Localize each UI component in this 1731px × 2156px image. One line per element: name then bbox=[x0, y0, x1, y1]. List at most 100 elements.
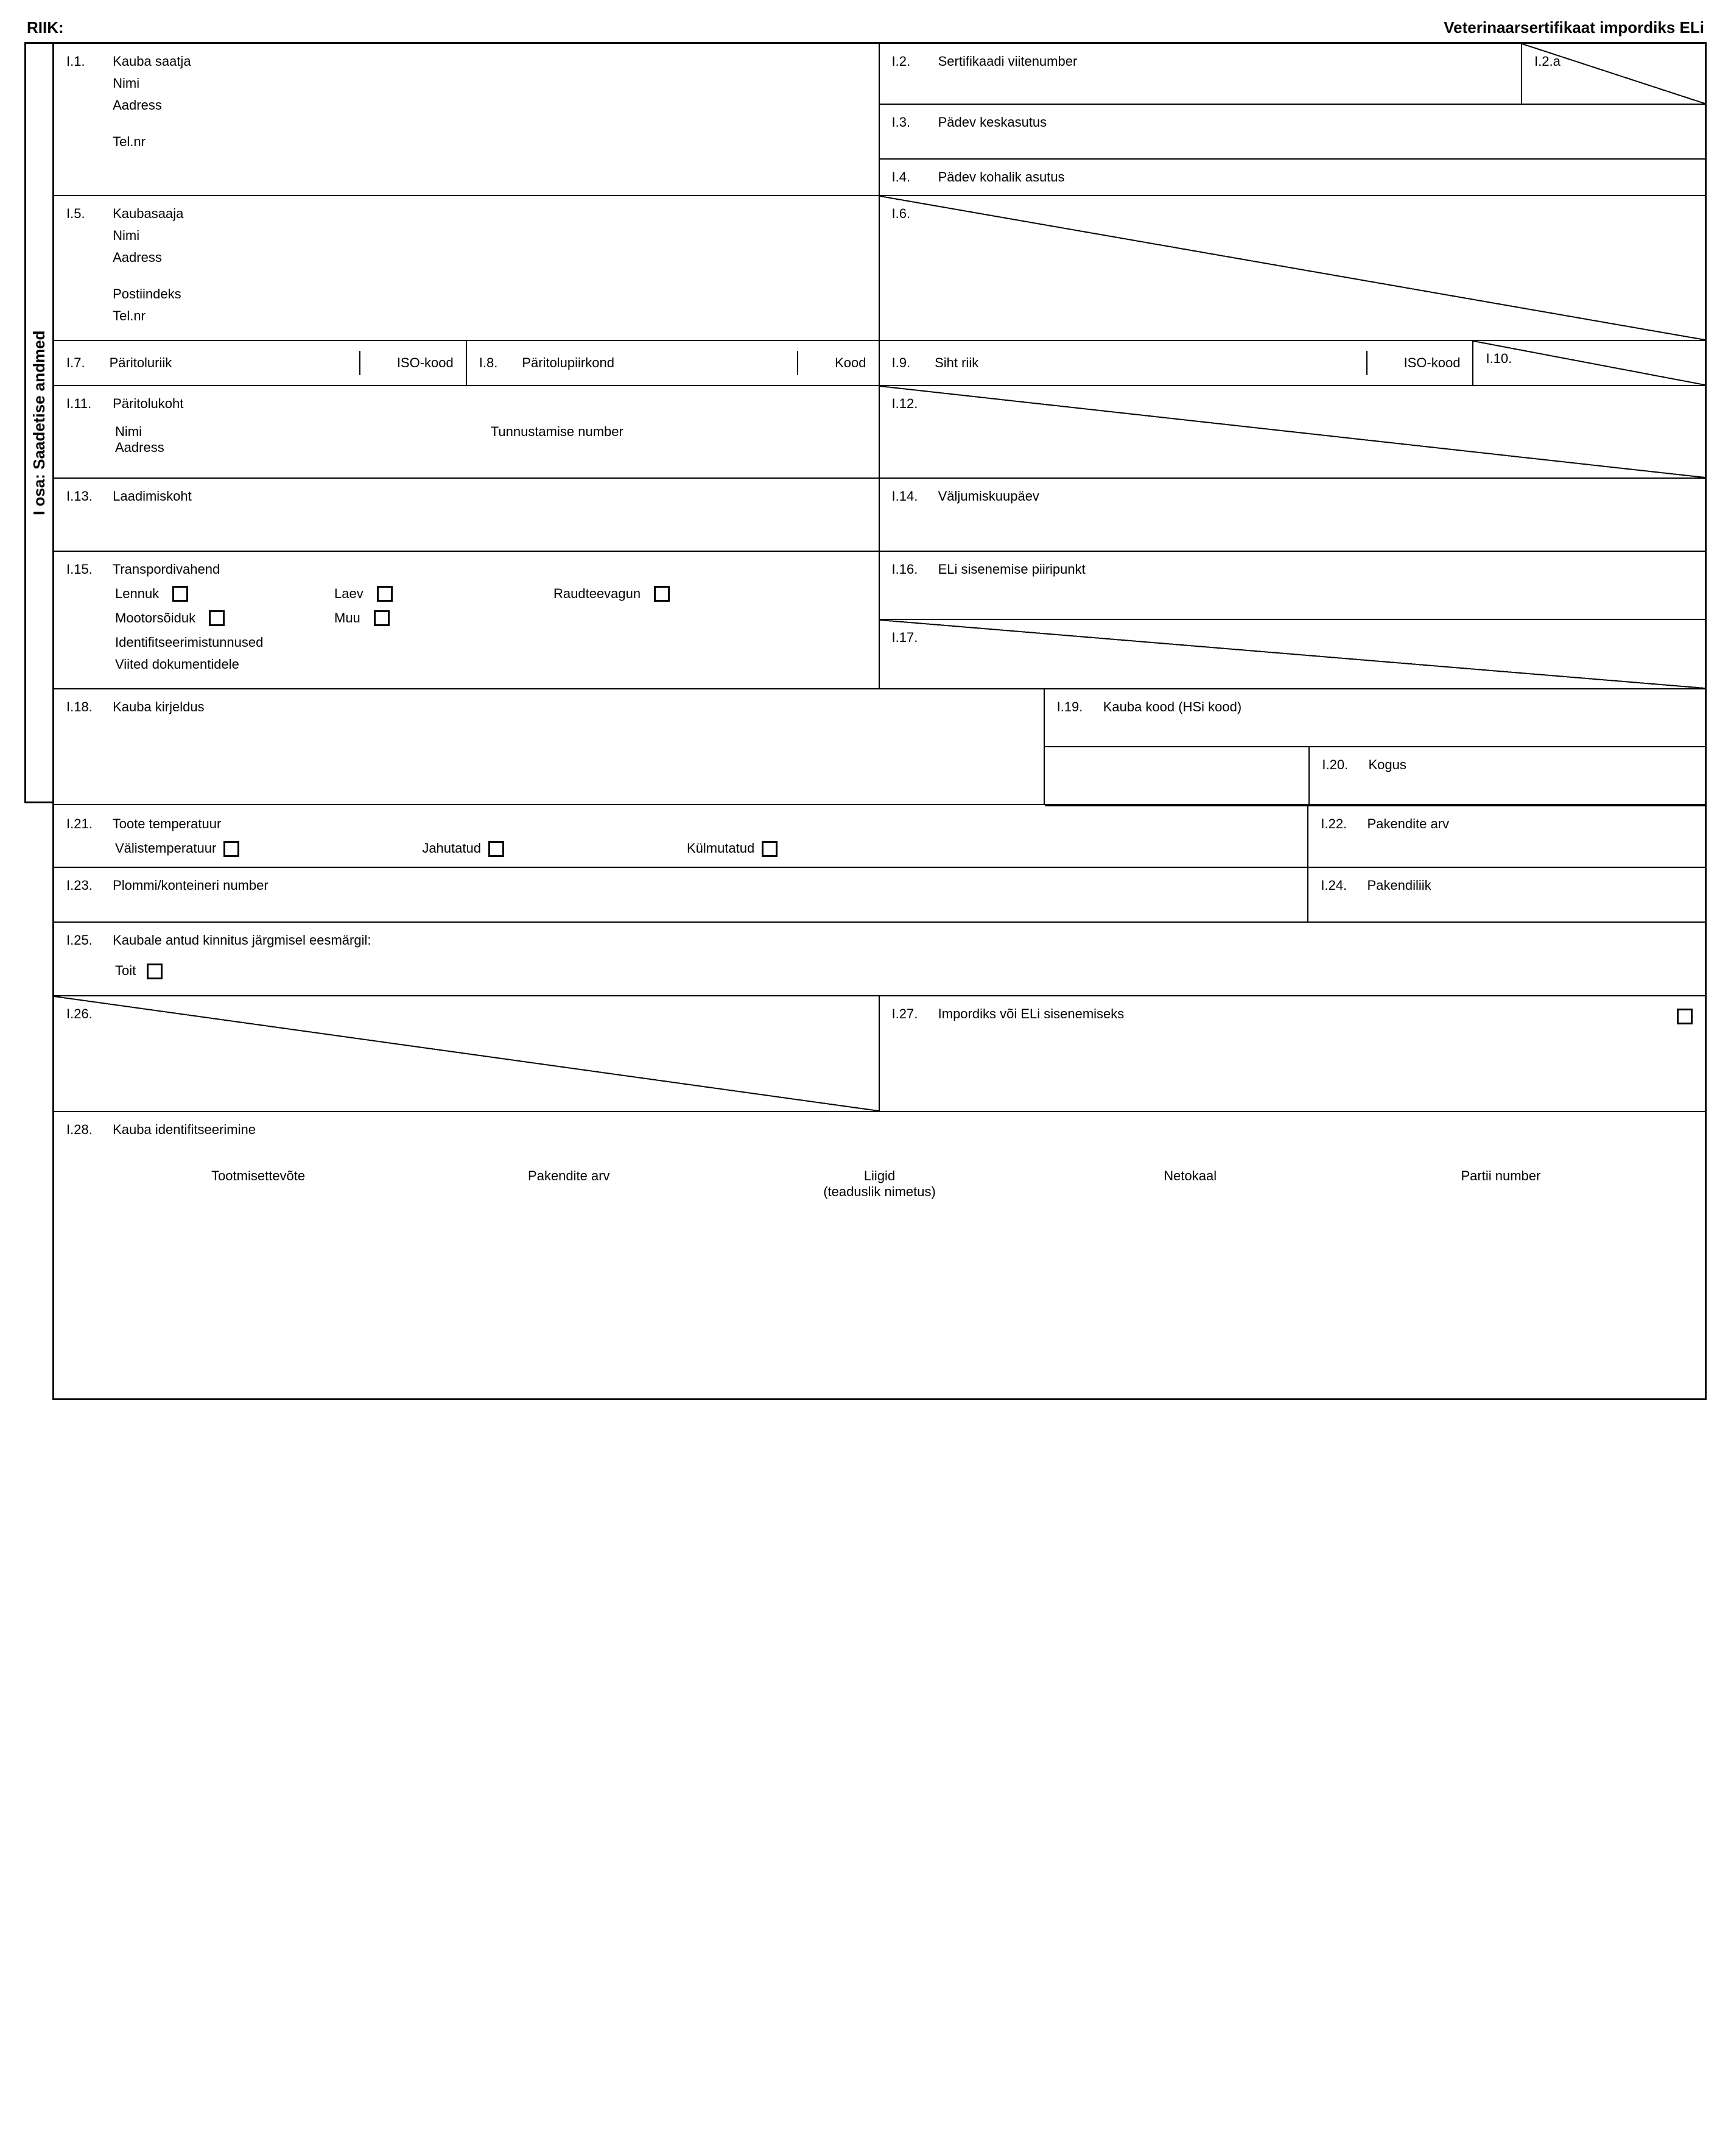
header-title: Veterinaarsertifikaat impordiks ELi bbox=[1444, 18, 1704, 37]
box-i20: I.20. Kogus bbox=[1308, 747, 1705, 805]
i15-ident: Identifitseerimistunnused bbox=[115, 635, 866, 650]
i4-title: Pädev kohalik asutus bbox=[938, 169, 1065, 185]
i20-num: I.20. bbox=[1322, 757, 1364, 773]
i11-title: Päritolukoht bbox=[113, 396, 183, 411]
i10-num: I.10. bbox=[1486, 351, 1512, 366]
i1-addr: Aadress bbox=[113, 97, 191, 113]
box-i17: I.17. bbox=[880, 620, 1705, 688]
box-i19: I.19. Kauba kood (HSi kood) bbox=[1045, 689, 1705, 747]
i15-rail: Raudteevagun bbox=[553, 586, 641, 602]
box-i18: I.18. Kauba kirjeldus bbox=[54, 689, 1045, 805]
i3-num: I.3. bbox=[892, 114, 935, 130]
i7-iso: ISO-kood bbox=[385, 355, 466, 371]
i8-num: I.8. bbox=[467, 355, 510, 371]
i21-num: I.21. bbox=[66, 816, 109, 832]
checkbox-other[interactable] bbox=[374, 610, 390, 626]
checkbox-rail[interactable] bbox=[654, 586, 670, 602]
box-i3: I.3. Pädev keskasutus bbox=[880, 105, 1705, 160]
box-i16-17-group: I.16. ELi sisenemise piiripunkt I.17. bbox=[880, 552, 1705, 689]
i21-amb: Välistemperatuur bbox=[115, 840, 216, 856]
box-i9: I.9. Siht riik ISO-kood bbox=[880, 341, 1474, 386]
i12-num: I.12. bbox=[892, 396, 935, 412]
i22-title: Pakendite arv bbox=[1367, 816, 1449, 831]
divider bbox=[1366, 351, 1392, 375]
certificate-form: I.1. Kauba saatja Nimi Aadress Tel.nr I.… bbox=[52, 42, 1707, 1400]
i6-num: I.6. bbox=[892, 206, 935, 222]
i18-num: I.18. bbox=[66, 699, 109, 715]
i8-title: Päritolupiirkond bbox=[510, 355, 797, 371]
box-i10: I.10. bbox=[1473, 341, 1705, 386]
i4-num: I.4. bbox=[892, 169, 935, 185]
box-i5: I.5. Kaubasaaja Nimi Aadress Postiindeks… bbox=[54, 196, 880, 341]
checkbox-human-consumption[interactable] bbox=[147, 964, 163, 979]
box-i25: I.25. Kaubale antud kinnitus järgmisel e… bbox=[54, 923, 1705, 996]
i25-title: Kaubale antud kinnitus järgmisel eesmärg… bbox=[113, 932, 371, 948]
checkbox-frozen[interactable] bbox=[762, 841, 778, 857]
box-i4: I.4. Pädev kohalik asutus bbox=[880, 160, 1705, 195]
i28-col5: Partii number bbox=[1346, 1168, 1656, 1200]
box-i28: I.28. Kauba identifitseerimine Tootmiset… bbox=[54, 1112, 1705, 1398]
box-i26: I.26. bbox=[54, 996, 880, 1112]
i5-title: Kaubasaaja bbox=[113, 206, 183, 222]
box-i13: I.13. Laadimiskoht bbox=[54, 479, 880, 552]
i15-title: Transpordivahend bbox=[113, 562, 220, 577]
box-i22: I.22. Pakendite arv bbox=[1308, 806, 1705, 868]
i7-title: Päritoluriik bbox=[97, 355, 359, 371]
i28-col2: Pakendite arv bbox=[413, 1168, 724, 1200]
i5-name: Nimi bbox=[113, 228, 183, 244]
box-i6: I.6. bbox=[880, 196, 1705, 341]
checkbox-road[interactable] bbox=[209, 610, 225, 626]
page-header: RIIK: Veterinaarsertifikaat impordiks EL… bbox=[24, 18, 1707, 37]
i11-appr: Tunnustamise number bbox=[491, 424, 866, 440]
i16-num: I.16. bbox=[892, 562, 935, 577]
i13-num: I.13. bbox=[66, 488, 109, 504]
i1-title: Kauba saatja bbox=[113, 54, 191, 69]
i18-title: Kauba kirjeldus bbox=[113, 699, 204, 714]
i28-col3b: (teaduslik nimetus) bbox=[724, 1184, 1034, 1200]
i9-num: I.9. bbox=[880, 355, 923, 371]
form-outer: I osa: Saadetise andmed I.1. Kauba saatj… bbox=[24, 42, 1707, 1400]
i20-title: Kogus bbox=[1368, 757, 1406, 772]
box-i12: I.12. bbox=[880, 386, 1705, 479]
i9-iso: ISO-kood bbox=[1392, 355, 1473, 371]
checkbox-ship[interactable] bbox=[377, 586, 393, 602]
i27-num: I.27. bbox=[892, 1006, 935, 1022]
box-i24: I.24. Pakendiliik bbox=[1308, 868, 1705, 923]
i21-chill: Jahutatud bbox=[422, 840, 481, 856]
box-i19-blank bbox=[1045, 747, 1309, 805]
checkbox-chilled[interactable] bbox=[488, 841, 504, 857]
i2-title: Sertifikaadi viitenumber bbox=[938, 54, 1078, 69]
side-label: I osa: Saadetise andmed bbox=[24, 42, 52, 803]
box-i2-4-group: I.2. Sertifikaadi viitenumber I.2.a I.3.… bbox=[880, 44, 1705, 196]
i11-num: I.11. bbox=[66, 396, 109, 412]
box-i21: I.21. Toote temperatuur Välistemperatuur… bbox=[54, 806, 1308, 868]
i15-other: Muu bbox=[334, 610, 360, 626]
i3-title: Pädev keskasutus bbox=[938, 114, 1047, 130]
header-country-label: RIIK: bbox=[27, 18, 64, 37]
checkbox-ambient[interactable] bbox=[223, 841, 239, 857]
i11-name: Nimi bbox=[115, 424, 491, 440]
i15-docs: Viited dokumentidele bbox=[115, 657, 866, 672]
box-i16: I.16. ELi sisenemise piiripunkt bbox=[880, 552, 1705, 620]
box-i8: I.8. Päritolupiirkond Kood bbox=[467, 341, 880, 386]
i19-num: I.19. bbox=[1057, 699, 1100, 715]
i23-title: Plommi/konteineri number bbox=[113, 878, 269, 893]
i24-num: I.24. bbox=[1321, 878, 1363, 893]
i28-col3a: Liigid bbox=[724, 1168, 1034, 1184]
i13-title: Laadimiskoht bbox=[113, 488, 192, 504]
i19-title: Kauba kood (HSi kood) bbox=[1103, 699, 1241, 714]
checkbox-plane[interactable] bbox=[172, 586, 188, 602]
i26-num: I.26. bbox=[66, 1006, 109, 1022]
i2-num: I.2. bbox=[892, 54, 935, 69]
i1-num: I.1. bbox=[66, 54, 109, 69]
i5-addr: Aadress bbox=[113, 250, 183, 266]
i2a-num: I.2.a bbox=[1534, 54, 1561, 69]
i24-title: Pakendiliik bbox=[1367, 878, 1431, 893]
i7-num: I.7. bbox=[54, 355, 97, 371]
i23-num: I.23. bbox=[66, 878, 109, 893]
box-i1: I.1. Kauba saatja Nimi Aadress Tel.nr bbox=[54, 44, 880, 196]
i5-num: I.5. bbox=[66, 206, 109, 222]
i25-human: Toit bbox=[115, 963, 136, 978]
checkbox-import-eu[interactable] bbox=[1677, 1009, 1693, 1024]
i28-col1: Tootmisettevõte bbox=[103, 1168, 413, 1200]
